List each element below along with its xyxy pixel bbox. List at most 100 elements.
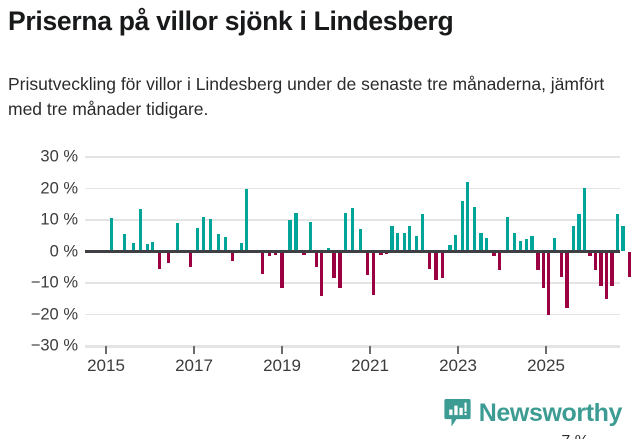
bar xyxy=(621,226,625,252)
bar xyxy=(473,206,477,252)
bar xyxy=(267,251,272,257)
bar xyxy=(150,242,154,252)
bar-series xyxy=(85,157,631,346)
bar xyxy=(294,213,298,252)
bar xyxy=(239,243,244,252)
bar xyxy=(216,234,220,252)
bar xyxy=(308,222,313,252)
bar-chart-speech-bubble-icon xyxy=(444,398,471,428)
y-axis-tick-label: −20 % xyxy=(30,305,78,323)
bar-chart: 30 % 20 % 10 % 0 % −10 % −20 % −30 % 2015 2017 2… xyxy=(0,148,631,439)
bar xyxy=(421,214,425,252)
bar xyxy=(492,251,496,257)
x-axis-tick xyxy=(105,346,107,354)
x-axis-tick-label: 2015 xyxy=(87,356,125,375)
bar xyxy=(157,251,162,269)
bar xyxy=(583,187,587,252)
bar xyxy=(615,213,619,252)
bar xyxy=(536,251,540,271)
bar xyxy=(454,235,458,252)
bar xyxy=(350,208,355,252)
bar xyxy=(358,228,362,252)
bar xyxy=(366,251,370,276)
x-axis-tick-label: 2021 xyxy=(351,356,389,375)
bar xyxy=(407,226,412,252)
bar xyxy=(223,237,228,252)
x-axis-tick xyxy=(369,346,371,354)
bar xyxy=(332,251,336,279)
x-axis-tick-label: 2025 xyxy=(527,356,565,375)
bar xyxy=(414,235,418,252)
bar xyxy=(146,244,150,252)
y-axis-tick-label: 10 % xyxy=(40,210,78,229)
y-axis-tick-label: −10 % xyxy=(30,273,78,292)
x-axis-tick-label: 2019 xyxy=(263,356,301,375)
bar xyxy=(588,251,592,257)
y-axis-tick-label: 30 % xyxy=(40,147,78,166)
bar xyxy=(427,251,432,269)
bar xyxy=(314,251,318,268)
bar xyxy=(209,219,213,252)
last-value-annotation: −7 % xyxy=(552,433,589,439)
page-subtitle: Prisutveckling för villor i Lindesberg u… xyxy=(8,74,605,120)
gridline xyxy=(85,156,620,158)
bar xyxy=(546,251,550,315)
x-axis-tick xyxy=(545,346,547,354)
bar xyxy=(188,251,193,268)
bar xyxy=(530,235,534,252)
bar xyxy=(518,241,523,252)
x-axis-tick-label: 2023 xyxy=(439,356,477,375)
bar xyxy=(319,251,324,296)
bar xyxy=(273,251,278,256)
footer: Newsworthy xyxy=(0,398,631,439)
bar xyxy=(166,251,171,263)
x-axis-line xyxy=(85,346,620,348)
gridline xyxy=(85,187,620,190)
bar xyxy=(231,251,235,261)
bar xyxy=(460,201,465,252)
bar xyxy=(605,251,609,299)
y-axis-tick-label: 20 % xyxy=(40,179,78,197)
bar xyxy=(260,251,264,274)
bar xyxy=(379,251,383,256)
bar xyxy=(390,226,394,252)
bar xyxy=(344,213,348,252)
bar xyxy=(559,251,564,277)
bar xyxy=(565,251,569,309)
bar xyxy=(440,251,445,279)
bar xyxy=(627,251,631,277)
bar xyxy=(599,251,603,287)
bar xyxy=(479,232,483,252)
gridline xyxy=(85,313,620,316)
y-axis-labels: 30 % 20 % 10 % 0 % −10 % −20 % −30 % xyxy=(0,148,78,355)
bar xyxy=(505,216,509,252)
x-axis-tick xyxy=(457,346,459,354)
y-axis-tick-label: 0 % xyxy=(49,242,78,260)
bar xyxy=(131,243,135,252)
bar xyxy=(195,227,200,252)
bar xyxy=(288,220,292,252)
x-axis-tick-label: 2017 xyxy=(175,356,213,375)
bar xyxy=(201,217,206,252)
gridline xyxy=(85,282,620,284)
bar xyxy=(553,238,557,252)
x-axis-tick xyxy=(281,346,283,354)
bar xyxy=(434,251,438,280)
bar xyxy=(484,238,489,252)
bar xyxy=(512,233,516,252)
page-title: Priserna på villor sjönk i Lindesberg xyxy=(8,6,454,36)
bar xyxy=(395,233,399,252)
bar xyxy=(371,251,376,295)
bar xyxy=(577,214,581,252)
bar xyxy=(326,248,330,252)
bar xyxy=(542,251,546,288)
bar xyxy=(302,251,306,255)
bar xyxy=(175,223,179,252)
x-axis-tick xyxy=(193,346,195,354)
bar xyxy=(402,232,406,252)
bar xyxy=(465,182,470,252)
bar xyxy=(448,245,452,252)
newsworthy-logo[interactable]: Newsworthy xyxy=(444,398,622,428)
y-axis-tick-label: −30 % xyxy=(30,336,78,355)
